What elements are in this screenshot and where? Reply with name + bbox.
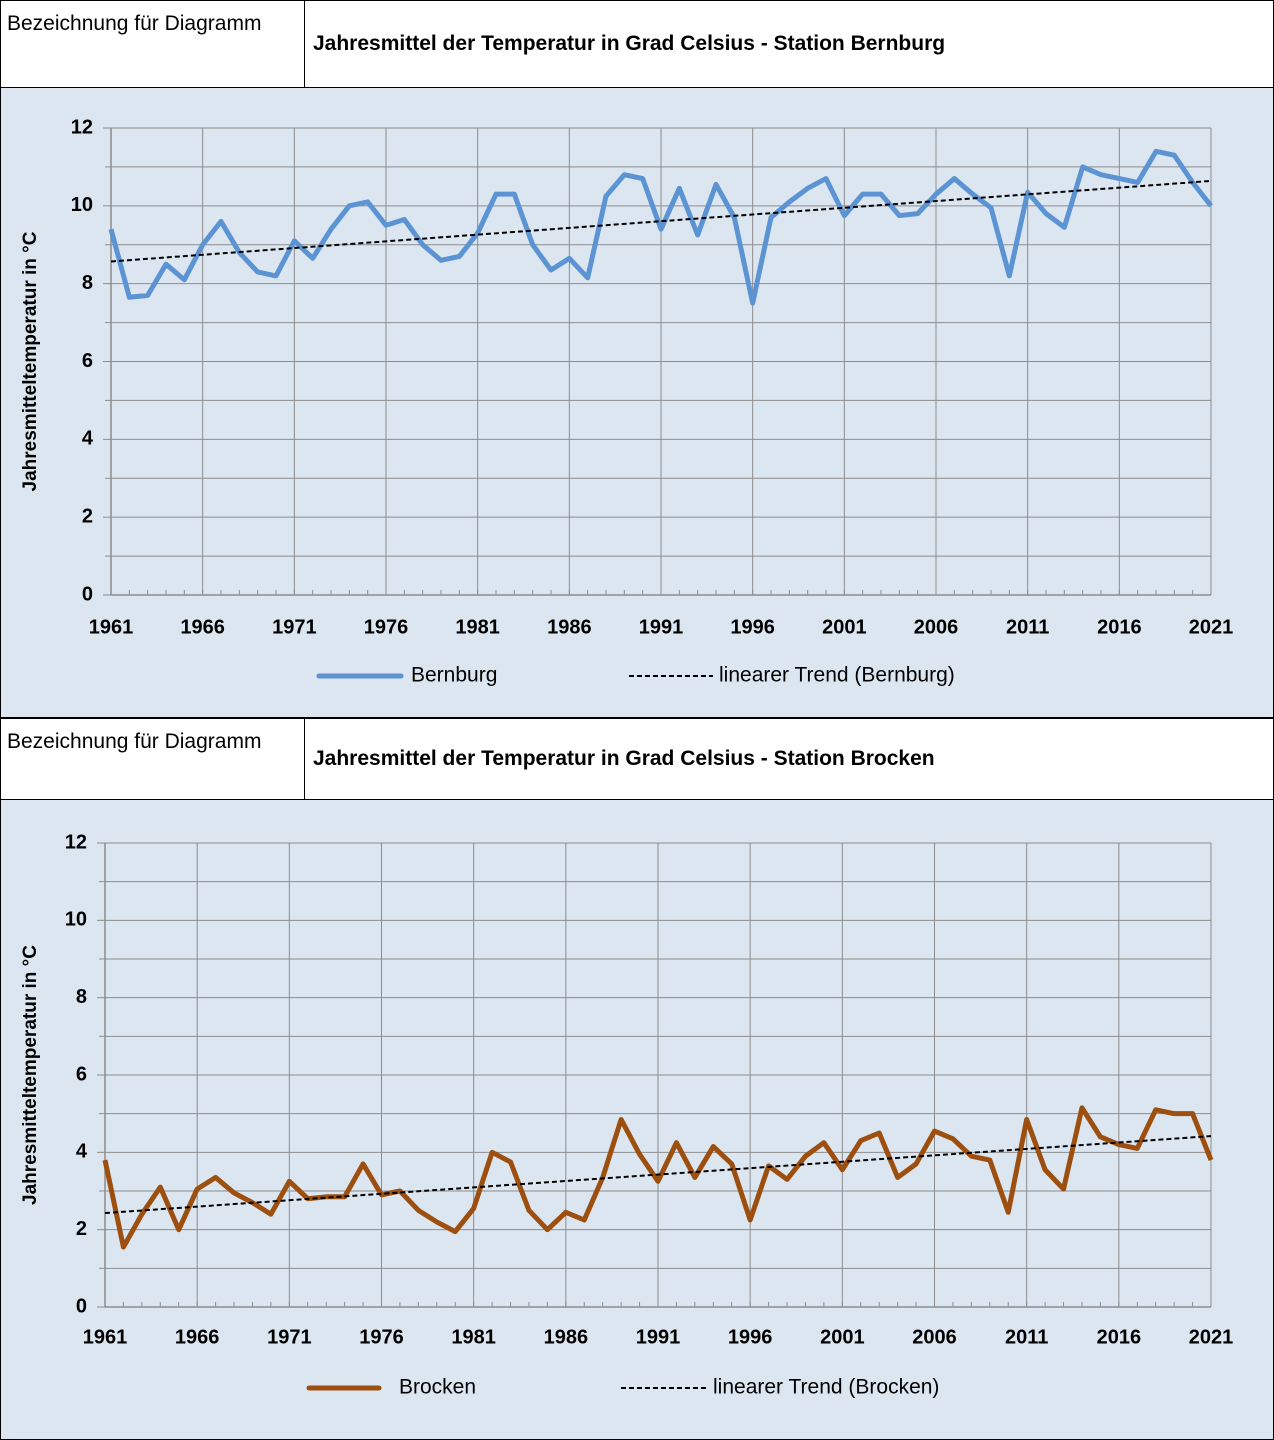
chart: 0 2 4 6 8 10 12 1961 1966 1971 1976 1981 1986 1991 199…	[20, 831, 1234, 1398]
y-tick-label: 0	[76, 1295, 87, 1317]
chart-label: Bezeichnung für Diagramm	[0, 718, 306, 800]
legend-label: Bernburg	[411, 663, 497, 686]
data-line	[108, 148, 1213, 306]
x-tick-label: 1976	[359, 1326, 404, 1348]
x-tick-label: 1996	[728, 1326, 773, 1348]
x-tick-label: 1991	[639, 616, 684, 638]
y-tick-label: 10	[65, 908, 87, 930]
x-tick-label: 2001	[820, 1326, 865, 1348]
x-tick-label: 1966	[180, 616, 225, 638]
y-tick-label: 0	[82, 583, 93, 605]
chart-label: Bezeichnung für Diagramm	[0, 0, 306, 88]
y-tick-label: 6	[82, 349, 93, 371]
y-tick-label: 12	[65, 831, 87, 853]
x-tick-label: 2021	[1189, 1326, 1234, 1348]
y-tick-label: 10	[71, 194, 93, 216]
x-tick-label: 1991	[636, 1326, 681, 1348]
x-tick-label: 1986	[547, 616, 592, 638]
x-tick-label: 1961	[89, 616, 134, 638]
x-tick-label: 2001	[822, 616, 867, 638]
x-tick-label: 1986	[544, 1326, 589, 1348]
y-tick-label: 4	[82, 427, 94, 449]
y-tick-label: 4	[76, 1140, 88, 1162]
y-tick-label: 8	[76, 985, 87, 1007]
chart-title: Jahresmittel der Temperatur in Grad Cels…	[304, 0, 1274, 88]
x-tick-label: 1981	[451, 1326, 496, 1348]
x-tick-label: 2016	[1097, 1326, 1142, 1348]
data-line	[102, 1104, 1214, 1250]
legend-label: linearer Trend (Bernburg)	[719, 663, 955, 686]
legend-label: linearer Trend (Brocken)	[713, 1375, 939, 1398]
y-tick-label: 8	[82, 271, 93, 293]
y-tick-label: 12	[71, 116, 93, 138]
chart-title: Jahresmittel der Temperatur in Grad Cels…	[304, 718, 1274, 800]
y-tick-label: 2	[82, 505, 93, 527]
y-axis-title: Jahresmitteltemperatur in °C	[20, 944, 41, 1204]
x-tick-label: 1981	[455, 616, 500, 638]
x-tick-label: 1971	[272, 616, 317, 638]
x-tick-label: 2011	[1005, 1326, 1048, 1348]
x-tick-label: 1996	[730, 616, 775, 638]
chart-area: 0 2 4 6 8 10 12 1961 1966 1971 1976 1981 1986 1991 199…	[0, 86, 1274, 718]
chart: 0 2 4 6 8 10 12 1961 1966 1971 1976 1981 1986 1991 199…	[20, 116, 1234, 686]
chart-area: 0 2 4 6 8 10 12 1961 1966 1971 1976 1981 1986 1991 199…	[0, 798, 1274, 1440]
x-tick-label: 1976	[364, 616, 409, 638]
x-tick-label: 1971	[267, 1326, 312, 1348]
x-tick-label: 2021	[1189, 616, 1234, 638]
x-tick-label: 2006	[914, 616, 959, 638]
legend-label: Brocken	[399, 1375, 476, 1398]
x-tick-label: 1961	[83, 1326, 128, 1348]
y-axis-title: Jahresmitteltemperatur in °C	[20, 231, 41, 491]
x-tick-label: 1966	[175, 1326, 220, 1348]
y-tick-label: 2	[76, 1217, 87, 1239]
x-tick-label: 2006	[912, 1326, 957, 1348]
x-tick-label: 2016	[1097, 616, 1142, 638]
y-tick-label: 6	[76, 1063, 87, 1085]
x-tick-label: 2011	[1006, 616, 1049, 638]
trend-line	[104, 1134, 1212, 1214]
